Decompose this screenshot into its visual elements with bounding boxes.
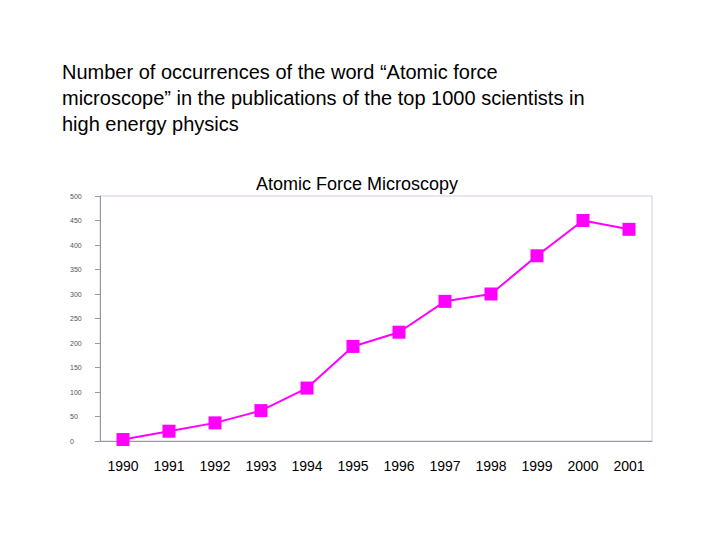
svg-text:300: 300 <box>70 291 82 298</box>
svg-text:Number of occurrences of the w: Number of occurrences of the word “Atomi… <box>62 61 503 83</box>
svg-text:1996: 1996 <box>383 458 414 474</box>
svg-text:1993: 1993 <box>245 458 276 474</box>
svg-text:100: 100 <box>70 389 82 396</box>
svg-text:1998: 1998 <box>475 458 506 474</box>
svg-text:1992: 1992 <box>199 458 230 474</box>
svg-text:50: 50 <box>70 413 78 420</box>
svg-text:250: 250 <box>70 315 82 322</box>
svg-text:high energy physics: high energy physics <box>62 113 239 135</box>
svg-text:1991: 1991 <box>153 458 184 474</box>
svg-text:Atomic Force Microscopy: Atomic Force Microscopy <box>256 174 458 194</box>
svg-text:microscope” in the publication: microscope” in the publications of the t… <box>62 87 590 109</box>
svg-text:150: 150 <box>70 364 82 371</box>
svg-text:200: 200 <box>70 340 82 347</box>
svg-text:350: 350 <box>70 266 82 273</box>
svg-text:400: 400 <box>70 242 82 249</box>
svg-text:500: 500 <box>70 193 82 200</box>
svg-text:450: 450 <box>70 217 82 224</box>
svg-text:2001: 2001 <box>613 458 644 474</box>
svg-text:1997: 1997 <box>429 458 460 474</box>
svg-text:1999: 1999 <box>521 458 552 474</box>
svg-text:1995: 1995 <box>337 458 368 474</box>
svg-text:0: 0 <box>70 438 74 445</box>
svg-text:2000: 2000 <box>567 458 598 474</box>
svg-text:1990: 1990 <box>107 458 138 474</box>
svg-text:1994: 1994 <box>291 458 322 474</box>
